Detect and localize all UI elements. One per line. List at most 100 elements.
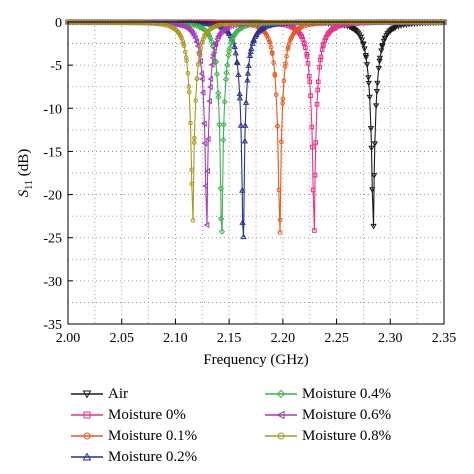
x-tick-label: 2.15: [217, 331, 242, 346]
data-point: [276, 187, 282, 193]
legend-label: Moisture 0%: [108, 406, 186, 423]
data-point: [369, 187, 376, 193]
data-point: [357, 34, 364, 41]
data-point: [215, 94, 222, 101]
data-point: [82, 390, 92, 399]
legend-label: Moisture 0.1%: [108, 427, 198, 444]
y-tick-label: -30: [43, 275, 62, 290]
legend-label: Moisture 0.6%: [302, 406, 392, 423]
data-point: [221, 98, 228, 105]
y-axis-label-subscript: 11: [24, 180, 35, 190]
legend: Air Moisture 0% Moisture 0.1% Moisture 0.2%…: [70, 384, 470, 472]
legend-swatch: [70, 450, 104, 464]
y-tick-label: -25: [43, 232, 62, 247]
data-point: [371, 141, 378, 148]
data-point: [366, 94, 373, 101]
data-point: [244, 76, 251, 83]
data-point: [189, 181, 195, 187]
legend-swatch: [70, 408, 104, 422]
legend-item: Moisture 0.6%: [264, 405, 391, 425]
data-point: [183, 49, 188, 55]
data-point: [234, 59, 241, 66]
data-point: [209, 54, 216, 61]
data-point: [218, 228, 226, 235]
data-point: [193, 38, 200, 46]
data-point: [310, 187, 316, 193]
x-tick-label: 2.10: [163, 331, 188, 346]
y-tick-label: -5: [50, 59, 62, 74]
data-point: [280, 96, 286, 102]
data-point: [237, 122, 245, 128]
data-point: [299, 34, 304, 39]
data-point: [277, 432, 285, 440]
data-point: [374, 80, 381, 87]
data-point: [146, 20, 151, 26]
data-point: [251, 20, 256, 25]
data-point: [198, 70, 205, 77]
chart-svg: 2.00 2.05 2.10 2.15 2.20 2.25 2.30 2.35 0 -5 -10 -1…: [16, 16, 456, 368]
data-point: [212, 59, 219, 66]
x-axis-label: Frequency (GHz): [203, 352, 308, 368]
data-point: [378, 48, 385, 54]
legend-item: Air: [70, 384, 128, 404]
data-point: [208, 38, 215, 45]
data-point: [303, 45, 308, 51]
data-point: [267, 40, 273, 45]
legend-swatch: [70, 429, 104, 443]
data-point: [201, 120, 207, 127]
data-point: [221, 22, 227, 27]
legend-item: Moisture 0.4%: [264, 384, 391, 404]
data-point: [194, 76, 200, 81]
data-point: [279, 139, 284, 145]
data-point: [193, 98, 198, 103]
x-tick-label: 2.00: [56, 331, 81, 346]
data-point: [197, 57, 203, 65]
data-point: [308, 93, 313, 98]
data-point: [226, 45, 233, 52]
data-point: [207, 75, 214, 83]
data-point: [310, 144, 315, 150]
data-point: [259, 20, 264, 25]
legend-label: Moisture 0.2%: [108, 448, 198, 465]
data-point: [218, 22, 224, 28]
data-point: [245, 62, 252, 68]
data-point: [240, 20, 245, 26]
data-point: [363, 62, 371, 68]
data-point: [240, 233, 247, 240]
legend-swatch: [264, 429, 298, 443]
data-point: [211, 49, 218, 56]
data-point: [307, 79, 313, 85]
data-point: [277, 217, 283, 223]
data-point: [203, 221, 210, 229]
data-point: [186, 89, 192, 95]
data-point: [376, 55, 384, 62]
data-point: [256, 20, 261, 25]
data-point: [234, 20, 240, 26]
data-point: [220, 136, 227, 144]
y-axis-label-main: S: [16, 189, 32, 197]
data-point: [185, 70, 191, 76]
data-point: [212, 39, 219, 47]
data-point: [124, 20, 130, 25]
legend-item: Moisture 0.1%: [70, 426, 197, 446]
data-point: [122, 20, 127, 25]
data-point: [271, 60, 276, 65]
data-point: [360, 42, 367, 48]
data-point: [373, 89, 381, 95]
x-tick-label: 2.05: [109, 331, 134, 346]
data-point: [235, 71, 242, 77]
y-tick-label: -10: [43, 102, 62, 117]
data-point: [312, 172, 318, 178]
legend-swatch: [264, 408, 298, 422]
data-point: [195, 62, 201, 67]
data-point: [215, 33, 221, 40]
data-point: [253, 20, 259, 25]
data-point: [305, 61, 311, 66]
x-tick-label: 2.25: [324, 331, 349, 346]
data-point: [213, 24, 219, 29]
series-line: [68, 21, 445, 227]
data-point: [315, 87, 321, 93]
data-point: [275, 123, 280, 129]
data-point: [226, 48, 233, 55]
data-point: [202, 182, 209, 189]
